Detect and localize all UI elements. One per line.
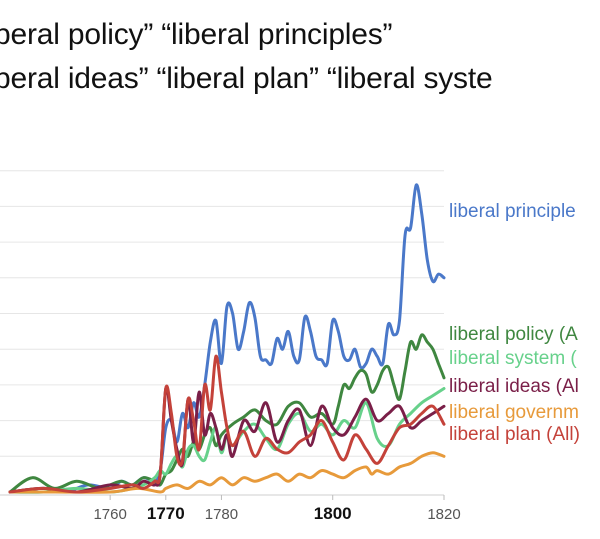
title-line-2: beral ideas” “liberal plan” “liberal sys… bbox=[0, 62, 493, 95]
series-label-2: liberal system ( bbox=[449, 348, 577, 369]
series-label-4: liberal governm bbox=[449, 402, 579, 423]
x-tick-label-1770: 1770 bbox=[147, 504, 185, 523]
x-axis-ticks: 1760 1770 1780 1800 1820 bbox=[93, 495, 461, 523]
series-label-1: liberal policy (A bbox=[449, 324, 578, 345]
series-line-0 bbox=[8, 183, 446, 494]
x-tick-label-1820: 1820 bbox=[427, 506, 460, 523]
series-label-3: liberal ideas (Al bbox=[449, 376, 579, 397]
title-line-1: beral policy” “liberal principles” bbox=[0, 18, 393, 51]
series-line-5 bbox=[8, 354, 446, 494]
x-tick-label-1780: 1780 bbox=[205, 506, 238, 523]
series-lines bbox=[8, 183, 446, 494]
x-tick-label-1760: 1760 bbox=[93, 506, 126, 523]
series-label-5: liberal plan (All) bbox=[449, 424, 580, 445]
series-label-0: liberal principle bbox=[449, 201, 576, 222]
gridlines bbox=[0, 170, 444, 457]
x-tick-label-1800: 1800 bbox=[314, 504, 352, 523]
series-labels: liberal principle liberal policy (A libera… bbox=[449, 201, 580, 445]
series-line-4 bbox=[8, 451, 446, 494]
